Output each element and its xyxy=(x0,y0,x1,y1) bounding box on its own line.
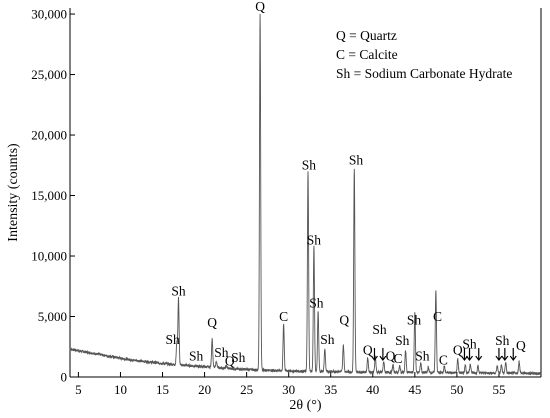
down-arrow-icon xyxy=(370,347,378,362)
peak-label: Sh xyxy=(320,332,335,347)
arrow-head xyxy=(370,355,378,362)
y-tick-label: 5,000 xyxy=(38,309,67,324)
x-tick-label: 30 xyxy=(282,382,295,397)
peak-label: Sh xyxy=(214,345,229,360)
x-tick-label: 35 xyxy=(324,382,337,397)
peak-label: C xyxy=(433,309,442,324)
x-tick-label: 5 xyxy=(75,382,82,397)
y-tick-label: 10,000 xyxy=(31,249,67,264)
peak-label: Sh xyxy=(171,283,186,298)
arrow-head xyxy=(509,355,517,362)
arrow-head xyxy=(466,355,473,362)
peak-label: Q xyxy=(255,0,265,14)
peak-markers xyxy=(370,347,517,362)
x-tick-label: 25 xyxy=(240,382,253,397)
down-arrow-icon xyxy=(509,347,517,362)
chart-legend: Q = Quartz C = Calcite Sh = Sodium Carbona… xyxy=(336,28,512,81)
x-tick-label: 20 xyxy=(198,382,211,397)
y-tick-label: 20,000 xyxy=(31,128,67,143)
arrow-head xyxy=(475,355,483,362)
peak-label: Sh xyxy=(495,333,510,348)
arrow-head xyxy=(495,355,503,362)
peak-label: C xyxy=(439,352,448,367)
peak-label: Sh xyxy=(307,233,322,248)
peak-label: Sh xyxy=(415,349,430,364)
peak-label: Q xyxy=(339,312,349,327)
peak-label: Sh xyxy=(395,333,410,348)
y-tick-label: 0 xyxy=(61,370,68,385)
xrd-series-line xyxy=(69,13,542,376)
down-arrow-icon xyxy=(379,347,387,362)
chart-ticks: 5 10 15 20 25 30 35 40 45 50 55 0 5,000 10,000 15,000 2… xyxy=(31,7,505,397)
down-arrow-icon xyxy=(501,347,509,362)
x-tick-label: 55 xyxy=(492,382,505,397)
peak-label: C xyxy=(394,351,403,366)
legend-entry: C = Calcite xyxy=(336,47,398,62)
peak-label: Sh xyxy=(231,350,246,365)
arrow-head xyxy=(460,355,468,362)
peak-label: Sh xyxy=(165,332,180,347)
y-tick-label: 25,000 xyxy=(31,67,67,82)
x-tick-label: 50 xyxy=(450,382,463,397)
chart-axes xyxy=(69,8,542,378)
peak-label: C xyxy=(279,309,288,324)
peak-label: Sh xyxy=(462,337,477,352)
x-tick-label: 10 xyxy=(114,382,127,397)
peak-label: Q xyxy=(516,338,526,353)
y-tick-label: 30,000 xyxy=(31,7,67,22)
down-arrow-icon xyxy=(460,347,468,362)
legend-entry: Sh = Sodium Carbonate Hydrate xyxy=(336,66,512,81)
x-tick-label: 45 xyxy=(408,382,421,397)
peak-label: Sh xyxy=(349,153,364,168)
peak-label: Sh xyxy=(189,349,204,364)
y-tick-label: 15,000 xyxy=(31,188,67,203)
x-axis-label: 2θ (°) xyxy=(289,398,321,413)
down-arrow-icon xyxy=(466,347,473,362)
arrow-head xyxy=(501,355,509,362)
peak-label: Q xyxy=(453,343,463,358)
legend-entry: Q = Quartz xyxy=(336,28,397,43)
peak-label: Q xyxy=(225,354,235,369)
peak-label: Sh xyxy=(407,312,422,327)
peak-label: Q xyxy=(207,315,217,330)
down-arrow-icon xyxy=(475,347,483,362)
x-tick-label: 15 xyxy=(156,382,169,397)
x-tick-label: 40 xyxy=(366,382,379,397)
arrow-head xyxy=(379,355,387,362)
peak-label: Sh xyxy=(372,322,387,337)
peak-label: Q xyxy=(386,349,396,364)
peak-label: Sh xyxy=(309,295,324,310)
peak-label: Q xyxy=(363,343,373,358)
diffraction-trace xyxy=(69,13,542,376)
y-axis-label: Intensity (counts) xyxy=(6,143,21,242)
down-arrow-icon xyxy=(495,347,503,362)
peak-label: Sh xyxy=(302,158,317,173)
